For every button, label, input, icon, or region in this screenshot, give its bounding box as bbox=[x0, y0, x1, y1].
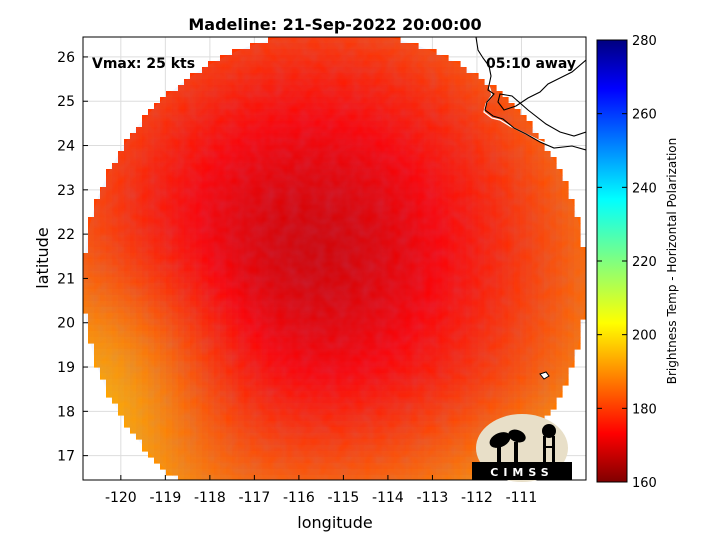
plot-area: -120 -119 -118 -117 -116 -115 -114 -113 -112 -111… bbox=[57, 36, 587, 506]
chart-title: Madeline: 21-Sep-2022 20:00:00 bbox=[188, 15, 481, 34]
